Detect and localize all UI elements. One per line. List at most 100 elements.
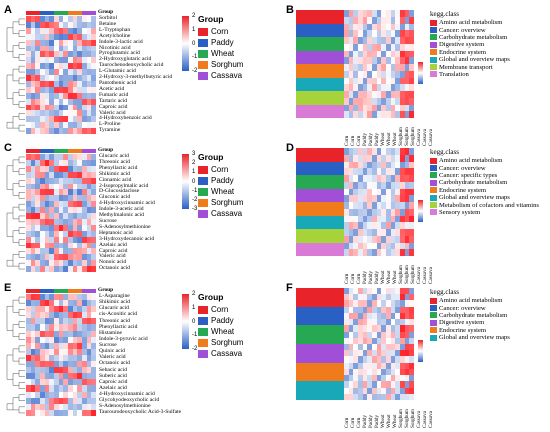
color-scale-bar: [182, 294, 189, 349]
kegg-legend-item: Amino acid metabolism: [430, 297, 510, 304]
metabolite-label: 4-Hydroxycinnamic acid: [99, 200, 155, 207]
pathway-row: [296, 362, 344, 369]
legend-item: Cassava: [198, 70, 243, 81]
legend-label: Corn: [211, 305, 229, 314]
pathway-row: [296, 356, 344, 363]
metabolite-label: Histamine: [99, 329, 122, 336]
metabolite-label: Glycohyodeoxycholic acid: [99, 397, 160, 404]
pathway-row: [296, 288, 344, 295]
panel-b-column-labels: Corn Corn Corn Paddy Paddy Paddy Wheat Wheat Whe…: [344, 120, 434, 146]
panel-f-label: F: [286, 282, 293, 294]
kegg-legend-item: Global and overview maps: [430, 334, 510, 341]
panel-f-pathway-strip: [296, 288, 344, 400]
panel-e-group-text: Group: [98, 287, 114, 293]
pathway-row: [296, 249, 344, 256]
kegg-legend-title: kegg.class: [430, 10, 459, 18]
color-scale-bar: [182, 154, 189, 209]
kegg-swatch: [430, 179, 437, 186]
pathway-row: [296, 181, 344, 189]
legend-label: Sorghum: [211, 60, 244, 69]
panel-a-group-text: Group: [98, 9, 114, 15]
panel-f-kegg-legend: kegg.class Amino acid metabolism Cancer: o…: [430, 288, 510, 341]
kegg-swatch: [430, 71, 437, 78]
legend-label: Sorghum: [211, 198, 244, 207]
column-label: Cassava: [428, 129, 434, 146]
metabolite-label: Indole-3-lactic acid: [99, 38, 143, 45]
metabolite-label: Tartaric acid: [99, 97, 128, 104]
pathway-row: [296, 70, 344, 78]
color-scale-tick: 1: [192, 169, 196, 176]
pathway-row: [296, 331, 344, 338]
kegg-legend-title: kegg.class: [430, 288, 459, 296]
pathway-row: [296, 235, 344, 243]
kegg-label: Global and overview maps: [439, 194, 510, 202]
pathway-row: [296, 208, 344, 216]
kegg-legend-item: Cancer: specific types: [430, 172, 539, 179]
panel-a-dendrogram: [6, 18, 25, 132]
panel-c-group-legend: Group Corn Paddy Wheat Sorghum Cassava: [198, 152, 243, 219]
metabolite-label: Nonoic acid: [99, 259, 127, 266]
color-scale-bar: [182, 16, 189, 71]
metabolite-label: Pyroglutamic acid: [99, 50, 140, 57]
pathway-row: [296, 175, 344, 182]
metabolite-label: Nicotinic acid: [99, 44, 131, 51]
kegg-label: Carbohydrate metabolism: [439, 33, 508, 41]
color-scale-tick: 3: [192, 151, 196, 157]
kegg-swatch: [430, 312, 437, 319]
legend-label: Paddy: [211, 38, 234, 47]
pathway-row: [296, 306, 344, 313]
pathway-row: [296, 91, 344, 98]
kegg-swatch: [430, 165, 437, 172]
color-scale-tick: 2: [192, 160, 196, 167]
kegg-label: Endocrine system: [439, 186, 487, 194]
kegg-legend-item: Digestive system: [430, 41, 510, 48]
pathway-row: [296, 222, 344, 229]
kegg-label: Endocrine system: [439, 48, 487, 56]
pathway-row: [296, 50, 344, 58]
legend-swatch: [198, 38, 208, 47]
pathway-row: [296, 312, 344, 320]
kegg-label: Digestive system: [439, 319, 485, 327]
pathway-row: [296, 202, 344, 209]
kegg-label: Carbohydrate metabolism: [439, 311, 508, 319]
color-scale-bar: [418, 62, 423, 84]
pathway-row: [296, 375, 344, 382]
kegg-label: Cancer: specific types: [439, 171, 498, 179]
kegg-label: Membrane transport: [439, 63, 493, 71]
kegg-swatch: [430, 327, 437, 334]
metabolite-label: D-Glucosidaclose: [99, 188, 140, 195]
legend-item: Wheat: [198, 48, 243, 59]
kegg-swatch: [430, 209, 437, 216]
legend-item: Sorghum: [198, 197, 243, 208]
color-scale-tick: 0: [192, 40, 196, 47]
legend-label: Paddy: [211, 316, 234, 325]
pathway-row: [296, 10, 344, 17]
legend-label: Corn: [211, 27, 229, 36]
panel-d-label: D: [286, 142, 294, 154]
metabolite-label: Caproic acid: [99, 378, 128, 385]
legend-item: Paddy: [198, 37, 243, 48]
legend-swatch: [198, 165, 208, 174]
pathway-row: [296, 387, 344, 394]
panel-a-group-legend: Group Corn Paddy Wheat Sorghum Cassava: [198, 14, 243, 81]
kegg-legend-item: Endocrine system: [430, 327, 510, 334]
legend-swatch: [198, 316, 208, 325]
metabolite-label: Sucrose: [99, 342, 117, 348]
metabolite-label: Valeric acid: [99, 253, 126, 260]
metabolite-label: Gluconic acid: [99, 194, 131, 201]
panel-a-heatmap: [26, 16, 96, 134]
kegg-swatch: [430, 27, 437, 34]
panel-a-row-labels: Sorbitol Betaine L-Tryptophan Acetylcholine…: [99, 15, 172, 134]
metabolite-label: Caproic acid: [99, 103, 128, 110]
panel-e-row-labels: L-Asparagine Shikimic acid Glucaric acid ci…: [99, 293, 181, 416]
kegg-legend-item: Endocrine system: [430, 187, 539, 194]
legend-swatch: [198, 71, 208, 80]
legend-item: Cassava: [198, 208, 243, 219]
pathway-row: [296, 97, 344, 105]
metabolite-label: Indole-3-pyruvic acid: [99, 335, 148, 342]
pathway-row: [296, 23, 344, 31]
metabolite-label: Quinic acid: [99, 348, 125, 355]
pathway-row: [296, 325, 344, 332]
metabolite-label: 3-Hydroxydecanoic acid: [99, 235, 155, 242]
kegg-swatch: [430, 34, 437, 41]
